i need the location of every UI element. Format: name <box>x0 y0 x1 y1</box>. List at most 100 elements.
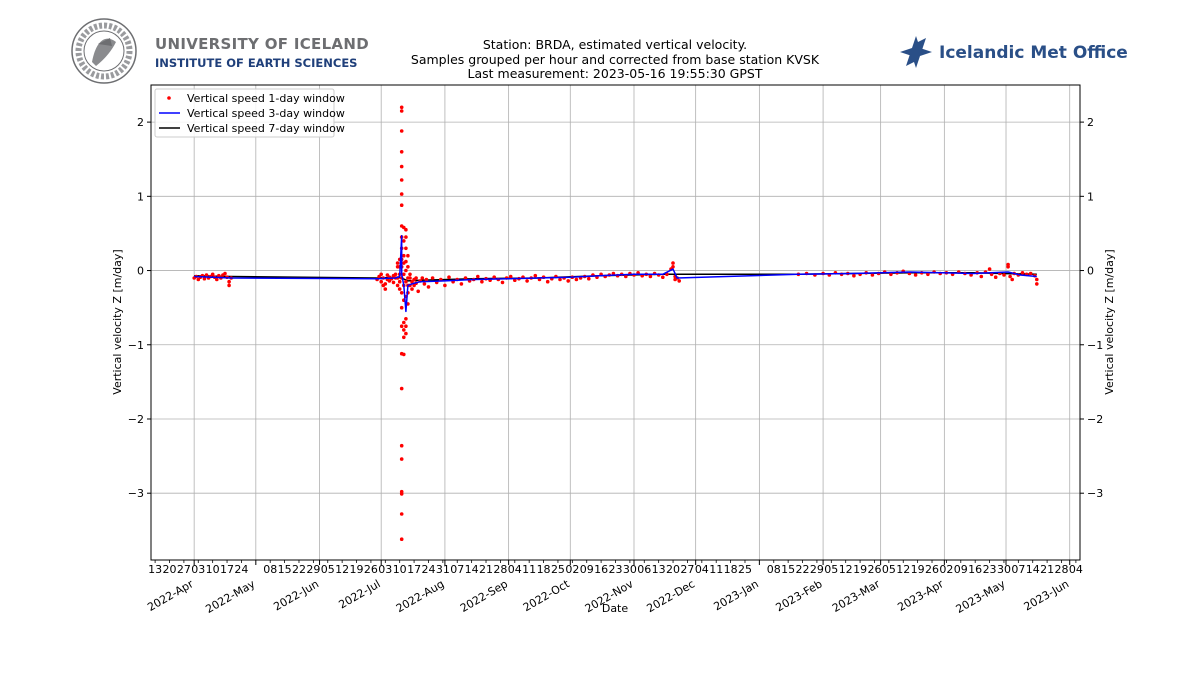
x-day-label: 21 <box>479 563 493 576</box>
data-point-1day <box>383 287 388 291</box>
data-point-1day <box>566 279 570 283</box>
legend-label-1day: Vertical speed 1-day window <box>187 92 345 105</box>
x-day-label: 16 <box>968 563 982 576</box>
x-day-label: 10 <box>206 563 220 576</box>
x-day-label: 24 <box>421 563 435 576</box>
y-tick-label-right: 1 <box>1087 190 1094 203</box>
x-day-label: 27 <box>177 563 191 576</box>
data-point-1day <box>399 109 404 113</box>
data-point-1day <box>545 279 550 284</box>
data-point-1day <box>215 277 219 282</box>
data-point-1day <box>404 235 408 239</box>
y-axis-label-right: Vertical velocity Z [m/day] <box>1103 249 1116 394</box>
data-point-1day <box>648 274 653 279</box>
data-point-1day <box>525 279 529 283</box>
x-month-label: 2022-Oct <box>521 577 573 614</box>
data-point-1day <box>889 272 893 277</box>
x-day-label: 04 <box>508 563 522 576</box>
data-point-1day <box>202 276 207 281</box>
x-day-label: 31 <box>436 563 450 576</box>
x-day-label: 04 <box>695 563 709 576</box>
x-day-label: 23 <box>983 563 997 576</box>
y-tick-label-right: −3 <box>1087 487 1103 500</box>
data-point-1day <box>404 227 408 232</box>
data-point-1day <box>404 268 408 273</box>
x-day-label: 13 <box>148 563 162 576</box>
x-day-label: 18 <box>724 563 738 576</box>
data-point-1day <box>987 267 992 271</box>
data-point-1day <box>402 272 406 277</box>
data-point-1day <box>852 273 856 278</box>
data-point-1day <box>399 105 404 110</box>
x-day-label: 06 <box>637 563 651 576</box>
data-point-1day <box>399 492 404 496</box>
data-point-1day <box>404 246 408 251</box>
x-day-label: 22 <box>796 563 810 576</box>
chart-title: Station: BRDA, estimated vertical veloci… <box>411 37 820 81</box>
x-day-label: 19 <box>350 563 364 576</box>
data-point-1day <box>443 283 447 288</box>
data-point-1day <box>993 275 998 280</box>
data-point-1day <box>404 324 408 329</box>
x-day-label: 16 <box>594 563 608 576</box>
x-day-label: 07 <box>450 563 464 576</box>
x-day-label: 28 <box>493 563 507 576</box>
data-point-1day <box>393 272 398 277</box>
legend-box <box>154 88 335 138</box>
x-day-label: 12 <box>839 563 853 576</box>
plot-frame <box>150 84 1081 561</box>
x-day-label: 03 <box>191 563 205 576</box>
legend-label-3day: Vertical speed 3-day window <box>187 107 345 120</box>
data-point-1day <box>422 282 427 286</box>
x-month-label: 2023-Apr <box>895 577 946 614</box>
x-day-label: 15 <box>781 563 795 576</box>
data-point-1day <box>395 283 400 288</box>
met-office-name: Icelandic Met Office <box>939 43 1128 63</box>
title-line-2: Samples grouped per hour and corrected f… <box>411 52 820 67</box>
data-point-1day <box>404 259 408 264</box>
x-month-label: 2022-Aug <box>394 577 447 615</box>
data-point-1day <box>227 283 231 288</box>
x-day-label: 02 <box>565 563 579 576</box>
x-month-label: 2023-Jan <box>711 577 760 613</box>
series-3day-line <box>194 234 1037 313</box>
x-day-label: 26 <box>925 563 939 576</box>
data-point-1day <box>558 277 562 282</box>
title-line-3: Last measurement: 2023-05-16 19:55:30 GP… <box>468 66 763 81</box>
x-month-label: 2022-May <box>203 577 257 616</box>
data-point-1day <box>210 272 215 277</box>
data-point-1day <box>223 271 227 276</box>
data-point-1day <box>1002 273 1006 277</box>
data-point-1day <box>399 457 404 461</box>
x-day-label: 08 <box>263 563 277 576</box>
x-day-label: 03 <box>378 563 392 576</box>
x-day-label: 20 <box>162 563 176 576</box>
x-day-label: 28 <box>1055 563 1069 576</box>
data-point-1day <box>624 274 628 279</box>
series-3day <box>194 234 1037 313</box>
title-line-1: Station: BRDA, estimated vertical veloci… <box>483 37 747 52</box>
data-point-1day <box>391 280 396 285</box>
data-point-1day <box>406 265 410 269</box>
y-tick-label-right: −2 <box>1087 413 1103 426</box>
data-point-1day <box>416 289 421 294</box>
x-day-label: 19 <box>853 563 867 576</box>
x-day-label: 30 <box>623 563 637 576</box>
data-point-1day <box>424 277 429 282</box>
data-point-1day <box>979 274 984 279</box>
x-day-label: 25 <box>738 563 752 576</box>
x-day-label: 18 <box>537 563 551 576</box>
x-day-label: 10 <box>393 563 407 576</box>
x-day-label: 08 <box>767 563 781 576</box>
data-point-1day <box>399 150 404 154</box>
x-month-label: 2023-May <box>954 577 1008 616</box>
data-point-1day <box>414 276 418 280</box>
data-point-1day <box>926 272 930 277</box>
x-day-label: 20 <box>666 563 680 576</box>
x-day-label: 05 <box>882 563 896 576</box>
x-day-label: 22 <box>292 563 306 576</box>
y-tick-label-left: 1 <box>137 190 144 203</box>
y-tick-label-left: 0 <box>137 265 144 278</box>
x-day-label: 07 <box>1011 563 1025 576</box>
